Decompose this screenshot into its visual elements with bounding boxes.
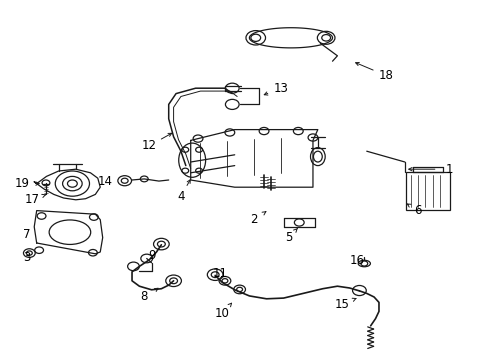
Text: 16: 16 [349,255,364,267]
Text: 2: 2 [250,213,258,226]
Text: 17: 17 [24,193,39,206]
Text: 7: 7 [23,228,31,240]
Text: 19: 19 [15,177,29,190]
Text: 14: 14 [98,175,112,188]
Text: 5: 5 [284,231,292,244]
Text: 11: 11 [212,267,227,280]
Text: 9: 9 [147,249,155,262]
Text: 13: 13 [273,82,288,95]
Text: 4: 4 [177,190,184,203]
Text: 15: 15 [334,298,349,311]
Bar [405,172,449,210]
Text: 3: 3 [23,251,31,264]
Text: 8: 8 [140,291,148,303]
Text: 10: 10 [215,307,229,320]
Text: 1: 1 [445,163,453,176]
Text: 12: 12 [142,139,156,152]
Text: 18: 18 [378,69,393,82]
Text: 6: 6 [413,204,421,217]
